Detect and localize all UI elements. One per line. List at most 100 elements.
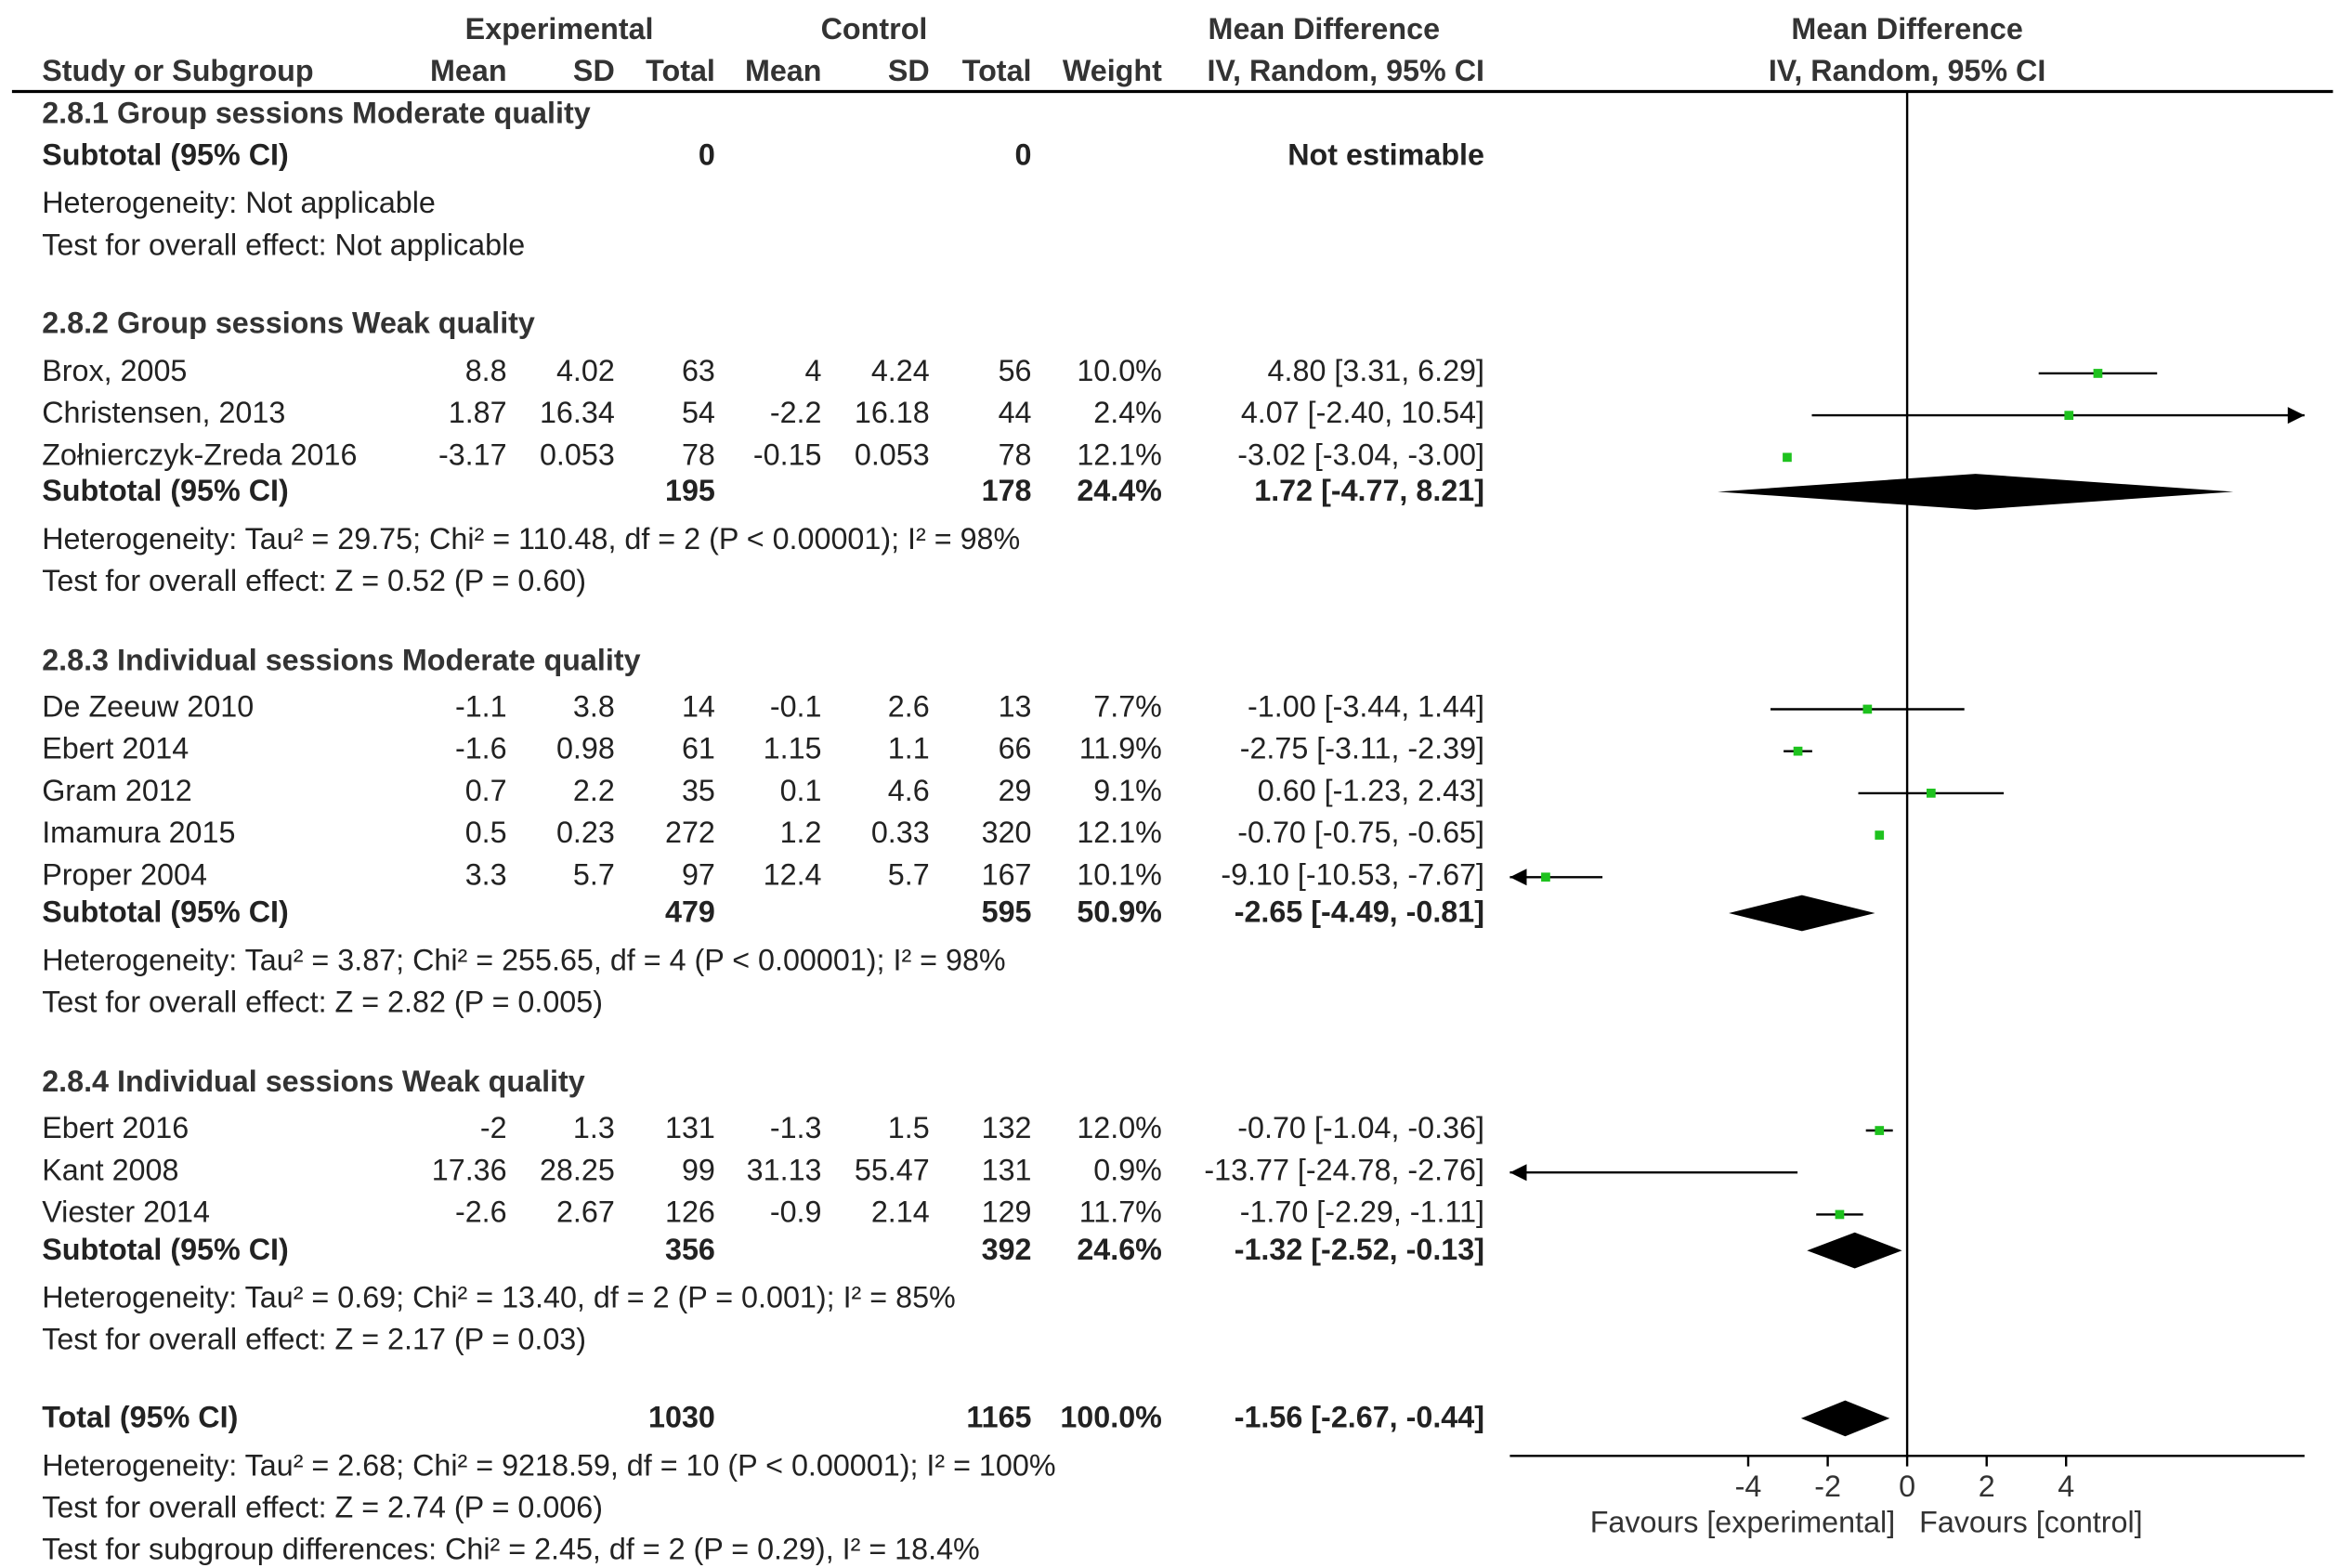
subgroup-2-overall-effect: Test for overall effect: Z = 0.52 (P = 0…: [42, 564, 586, 597]
subgroup-3-study-2-label: Ebert 2014: [42, 732, 189, 765]
header-sd-c: SD: [888, 54, 930, 87]
subgroup-1-subtotal-ci-text: Not estimable: [1287, 138, 1484, 172]
subgroup-4-study-3-sd-e: 2.67: [556, 1196, 615, 1229]
subgroup-1-subtotal-total-e: 0: [699, 138, 715, 172]
subgroup-3-subtotal-ci-text: -2.65 [-4.49, -0.81]: [1235, 895, 1484, 929]
subgroup-3-study-2-total-c: 66: [999, 732, 1032, 765]
subgroup-3-study-2-weight: 11.9%: [1079, 732, 1162, 765]
subgroup-3-overall-effect: Test for overall effect: Z = 2.82 (P = 0…: [42, 986, 603, 1019]
header-total-c: Total: [962, 54, 1032, 87]
subgroup-3-study-2-total-e: 61: [682, 732, 715, 765]
subgroup-2-study-2-total-e: 54: [682, 396, 715, 429]
subgroup-2-study-1-mean-c: 4: [805, 354, 822, 387]
subgroup-4-heterogeneity: Heterogeneity: Tau² = 0.69; Chi² = 13.40…: [42, 1281, 956, 1314]
subgroup-2-study-3-label: Zołnierczyk-Zreda 2016: [42, 438, 357, 471]
subgroup-3-study-5-mean-e: 3.3: [465, 857, 507, 891]
subgroup-4-subtotal-ci-text: -1.32 [-2.52, -0.13]: [1235, 1233, 1484, 1266]
subgroup-2-study-3-ci-text: -3.02 [-3.04, -3.00]: [1237, 438, 1484, 471]
header-method-plot: IV, Random, 95% CI: [1769, 54, 2046, 87]
subgroup-2-study-3-point: [1783, 452, 1792, 463]
subgroup-2-title: 2.8.2 Group sessions Weak quality: [42, 306, 535, 339]
subgroup-2-study-1-sd-e: 4.02: [556, 354, 615, 387]
subgroup-3-study-3-weight: 9.1%: [1093, 774, 1162, 807]
subgroup-4-subtotal-label: Subtotal (95% CI): [42, 1233, 289, 1266]
subgroup-2-study-1-label: Brox, 2005: [42, 354, 187, 387]
subgroup-3-study-1-label: De Zeeuw 2010: [42, 690, 254, 724]
total-diamond: [1800, 1400, 1890, 1437]
subgroup-4-study-3-sd-c: 2.14: [871, 1196, 930, 1229]
subgroup-3-study-2-mean-e: -1.6: [455, 732, 507, 765]
subgroup-4-study-2-arrow-left: [1509, 1164, 1527, 1182]
subgroup-2-study-2-total-c: 44: [999, 396, 1032, 429]
subgroup-4-title: 2.8.4 Individual sessions Weak quality: [42, 1065, 585, 1098]
header-sd-e: SD: [573, 54, 615, 87]
subgroup-2-study-2-point: [2064, 411, 2074, 420]
subgroup-3-study-3-mean-c: 0.1: [780, 774, 822, 807]
subgroup-4-study-3-weight: 11.7%: [1079, 1196, 1162, 1229]
favours-experimental: Favours [experimental]: [1590, 1506, 1896, 1539]
subgroup-2-study-1-weight: 10.0%: [1077, 354, 1162, 387]
subgroup-4-study-2-mean-c: 31.13: [747, 1153, 822, 1186]
subgroup-2-heterogeneity: Heterogeneity: Tau² = 29.75; Chi² = 110.…: [42, 522, 1020, 555]
subgroup-4-study-1-label: Ebert 2016: [42, 1111, 189, 1144]
subgroup-3-study-1-point: [1862, 704, 1873, 714]
subgroup-3-study-5-total-c: 167: [982, 857, 1032, 891]
subgroup-4-study-2-ci-text: -13.77 [-24.78, -2.76]: [1204, 1153, 1484, 1186]
subgroup-2-subtotal-ci-text: 1.72 [-4.77, 8.21]: [1254, 474, 1484, 507]
total-label: Total (95% CI): [42, 1401, 238, 1434]
subgroup-3-study-4-total-c: 320: [982, 816, 1032, 849]
subgroup-4-subtotal-diamond: [1807, 1232, 1902, 1269]
subgroup-3-study-3-total-c: 29: [999, 774, 1032, 807]
subgroup-3-study-1-total-c: 13: [999, 690, 1032, 724]
subgroup-3-study-3-sd-c: 4.6: [888, 774, 930, 807]
subgroup-3-study-5-point: [1541, 872, 1550, 882]
subgroup-4-study-3-mean-e: -2.6: [455, 1196, 507, 1229]
subgroup-1-subtotal-label: Subtotal (95% CI): [42, 138, 289, 172]
header-study: Study or Subgroup: [42, 54, 313, 87]
header-experimental: Experimental: [465, 12, 654, 46]
subgroup-4-study-3-ci-text: -1.70 [-2.29, -1.11]: [1240, 1196, 1484, 1229]
subgroup-4-subtotal-total-c: 392: [982, 1233, 1032, 1266]
subgroup-2-study-3-mean-e: -3.17: [438, 438, 507, 471]
subgroup-4-subtotal-total-e: 356: [665, 1233, 715, 1266]
total-total-e: 1030: [648, 1401, 715, 1434]
subgroup-3-study-2-ci-text: -2.75 [-3.11, -2.39]: [1240, 732, 1484, 765]
subgroup-2-subtotal-total-c: 178: [982, 474, 1032, 507]
subgroup-2-study-3-mean-c: -0.15: [753, 438, 822, 471]
subgroup-3-study-4-point: [1875, 830, 1885, 840]
subgroup-3-study-4-sd-e: 0.23: [556, 816, 615, 849]
subgroup-3-study-4-sd-c: 0.33: [871, 816, 930, 849]
subgroup-3-study-5-label: Proper 2004: [42, 857, 207, 891]
subgroup-3-study-5-arrow-left: [1509, 869, 1527, 886]
subgroup-3-study-3-sd-e: 2.2: [573, 774, 615, 807]
subgroup-2-study-1-total-c: 56: [999, 354, 1032, 387]
header-total-e: Total: [646, 54, 715, 87]
subgroup-4-study-3-label: Viester 2014: [42, 1196, 210, 1229]
subgroup-3-study-3-label: Gram 2012: [42, 774, 192, 807]
subgroup-4-study-1-mean-e: -2: [480, 1111, 507, 1144]
subgroup-4-study-1-total-c: 132: [982, 1111, 1032, 1144]
subgroup-4-overall-effect: Test for overall effect: Z = 2.17 (P = 0…: [42, 1323, 586, 1356]
subgroup-4-study-3-mean-c: -0.9: [770, 1196, 822, 1229]
subgroup-4-study-2-sd-c: 55.47: [855, 1153, 930, 1186]
total-total-c: 1165: [966, 1401, 1031, 1434]
subgroup-2-study-1-total-e: 63: [682, 354, 715, 387]
subgroup-3-study-5-sd-e: 5.7: [573, 857, 615, 891]
x-tick-label-2: -2: [1814, 1470, 1841, 1503]
subgroup-2-study-3-sd-c: 0.053: [855, 438, 930, 471]
subgroup-4-study-1-point: [1875, 1126, 1885, 1135]
total-ci-text: -1.56 [-2.67, -0.44]: [1235, 1401, 1484, 1434]
subgroup-3-study-4-weight: 12.1%: [1077, 816, 1162, 849]
subgroup-1-title: 2.8.1 Group sessions Moderate quality: [42, 96, 591, 129]
subgroup-2-subtotal-total-e: 195: [665, 474, 715, 507]
subgroup-3-study-1-weight: 7.7%: [1093, 690, 1162, 724]
subgroup-4-study-2-total-e: 99: [682, 1153, 715, 1186]
subgroup-4-study-2-label: Kant 2008: [42, 1153, 178, 1186]
subgroup-2-study-1-mean-e: 8.8: [465, 354, 507, 387]
subgroup-4-study-1-sd-c: 1.5: [888, 1111, 930, 1144]
subgroup-4-study-1-ci-text: -0.70 [-1.04, -0.36]: [1237, 1111, 1484, 1144]
header-mean-c: Mean: [745, 54, 822, 87]
subgroup-2-study-3-sd-e: 0.053: [540, 438, 615, 471]
subgroup-3-study-2-sd-c: 1.1: [888, 732, 930, 765]
